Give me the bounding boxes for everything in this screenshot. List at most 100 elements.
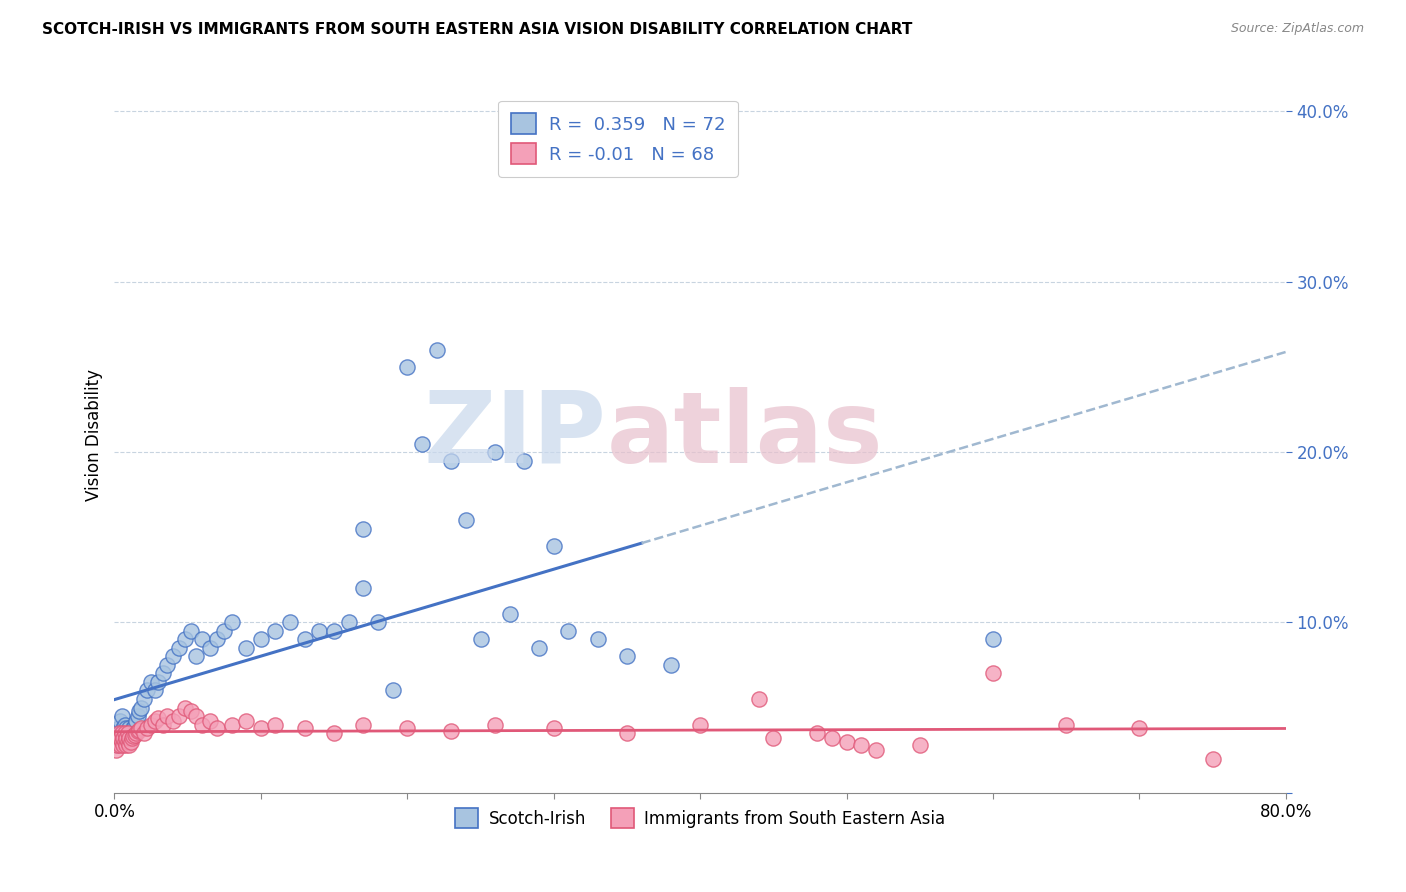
- Point: [110, 734, 132, 748]
- Point: [454, 513, 477, 527]
- Point: [114, 734, 136, 748]
- Point: [851, 738, 873, 752]
- Point: [110, 738, 132, 752]
- Point: [908, 738, 931, 752]
- Point: [156, 657, 179, 672]
- Legend: Scotch-Irish, Immigrants from South Eastern Asia: Scotch-Irish, Immigrants from South East…: [449, 802, 952, 834]
- Point: [145, 683, 167, 698]
- Point: [191, 632, 214, 647]
- Point: [112, 731, 135, 746]
- Point: [499, 607, 522, 621]
- Point: [162, 649, 184, 664]
- Point: [513, 453, 536, 467]
- Point: [352, 717, 374, 731]
- Point: [118, 738, 141, 752]
- Point: [112, 738, 135, 752]
- Point: [111, 709, 134, 723]
- Point: [264, 717, 287, 731]
- Point: [250, 721, 273, 735]
- Point: [110, 731, 132, 746]
- Point: [748, 692, 770, 706]
- Point: [426, 343, 449, 357]
- Point: [127, 724, 149, 739]
- Point: [115, 731, 138, 746]
- Point: [381, 683, 404, 698]
- Point: [152, 717, 174, 731]
- Point: [127, 709, 149, 723]
- Point: [122, 730, 145, 744]
- Point: [205, 721, 228, 735]
- Point: [440, 453, 463, 467]
- Point: [107, 731, 129, 746]
- Point: [115, 721, 138, 735]
- Point: [114, 734, 136, 748]
- Point: [294, 721, 316, 735]
- Point: [104, 734, 127, 748]
- Point: [118, 734, 141, 748]
- Point: [156, 709, 179, 723]
- Point: [1202, 751, 1225, 765]
- Point: [659, 657, 682, 672]
- Point: [221, 717, 243, 731]
- Point: [120, 734, 142, 748]
- Point: [762, 731, 785, 746]
- Text: ZIP: ZIP: [423, 386, 606, 483]
- Point: [118, 731, 141, 746]
- Point: [117, 726, 139, 740]
- Point: [689, 717, 711, 731]
- Point: [367, 615, 389, 630]
- Point: [198, 640, 221, 655]
- Point: [135, 721, 157, 735]
- Point: [124, 717, 146, 731]
- Point: [484, 445, 506, 459]
- Point: [111, 734, 134, 748]
- Point: [105, 738, 128, 752]
- Point: [586, 632, 609, 647]
- Point: [323, 624, 346, 638]
- Point: [114, 717, 136, 731]
- Text: Source: ZipAtlas.com: Source: ZipAtlas.com: [1230, 22, 1364, 36]
- Text: SCOTCH-IRISH VS IMMIGRANTS FROM SOUTH EASTERN ASIA VISION DISABILITY CORRELATION: SCOTCH-IRISH VS IMMIGRANTS FROM SOUTH EA…: [42, 22, 912, 37]
- Point: [105, 731, 128, 746]
- Point: [110, 714, 132, 728]
- Point: [107, 734, 129, 748]
- Point: [122, 721, 145, 735]
- Point: [396, 721, 419, 735]
- Point: [821, 731, 844, 746]
- Point: [337, 615, 360, 630]
- Point: [167, 709, 190, 723]
- Point: [117, 734, 139, 748]
- Point: [180, 704, 202, 718]
- Point: [139, 675, 162, 690]
- Point: [121, 726, 143, 740]
- Point: [1128, 721, 1150, 735]
- Point: [128, 704, 150, 718]
- Point: [105, 726, 128, 740]
- Point: [132, 726, 155, 740]
- Point: [470, 632, 492, 647]
- Point: [191, 717, 214, 731]
- Point: [616, 649, 638, 664]
- Point: [124, 728, 146, 742]
- Point: [205, 632, 228, 647]
- Point: [128, 723, 150, 737]
- Point: [129, 700, 152, 714]
- Point: [323, 726, 346, 740]
- Point: [105, 738, 128, 752]
- Point: [162, 714, 184, 728]
- Point: [139, 717, 162, 731]
- Point: [527, 640, 550, 655]
- Point: [235, 640, 257, 655]
- Point: [264, 624, 287, 638]
- Point: [148, 711, 170, 725]
- Point: [1054, 717, 1077, 731]
- Point: [186, 649, 208, 664]
- Point: [152, 666, 174, 681]
- Point: [129, 721, 152, 735]
- Point: [115, 738, 138, 752]
- Point: [212, 624, 235, 638]
- Point: [235, 714, 257, 728]
- Point: [167, 640, 190, 655]
- Point: [865, 743, 887, 757]
- Point: [121, 731, 143, 746]
